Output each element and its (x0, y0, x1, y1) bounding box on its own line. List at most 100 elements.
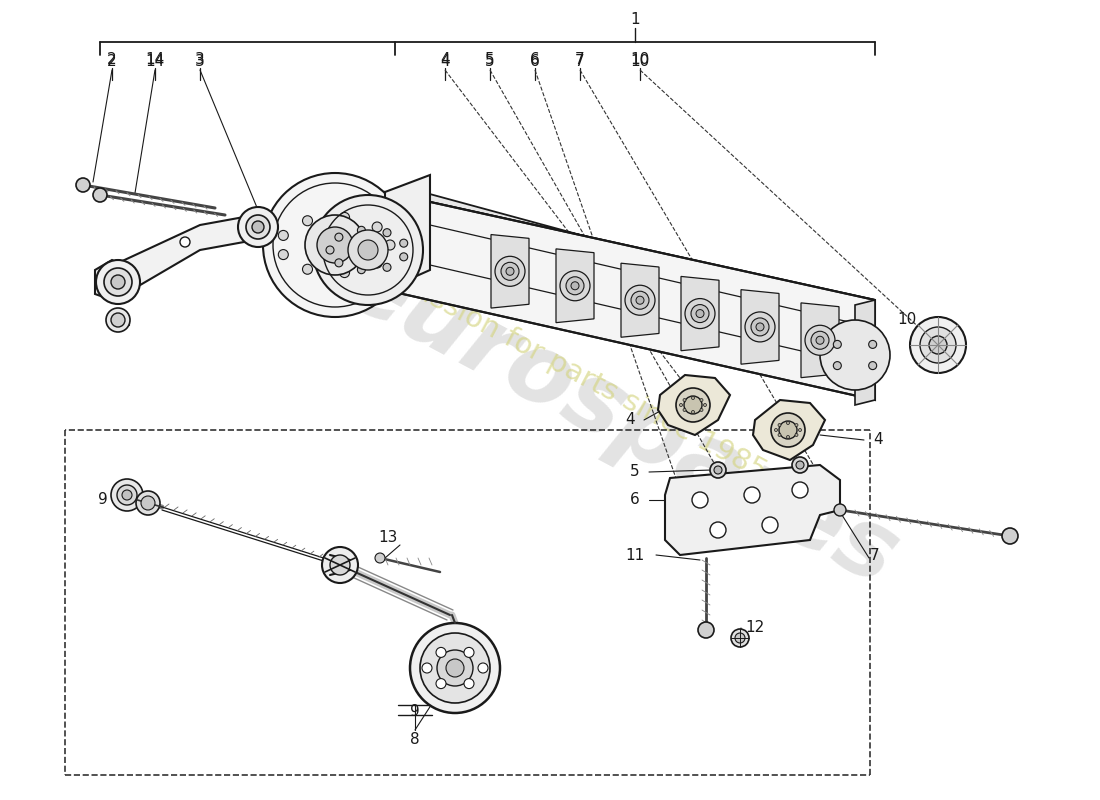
Text: 7: 7 (575, 54, 585, 70)
Circle shape (700, 409, 703, 411)
Text: 4: 4 (625, 413, 635, 427)
Circle shape (495, 256, 525, 286)
Polygon shape (754, 400, 825, 460)
Text: 6: 6 (630, 493, 640, 507)
Polygon shape (681, 277, 719, 350)
Circle shape (375, 553, 385, 563)
Polygon shape (385, 175, 430, 290)
Circle shape (372, 222, 382, 232)
Text: 8: 8 (410, 733, 420, 747)
Circle shape (811, 331, 829, 350)
Circle shape (799, 429, 802, 431)
Polygon shape (556, 249, 594, 322)
Circle shape (692, 397, 694, 399)
Polygon shape (491, 234, 529, 308)
Polygon shape (666, 465, 840, 555)
Circle shape (684, 396, 702, 414)
Circle shape (385, 240, 395, 250)
Circle shape (422, 663, 432, 673)
Circle shape (122, 490, 132, 500)
Circle shape (410, 623, 500, 713)
Circle shape (383, 229, 390, 237)
Circle shape (252, 221, 264, 233)
Circle shape (180, 237, 190, 247)
Circle shape (792, 457, 808, 473)
Polygon shape (658, 375, 730, 435)
Text: 9: 9 (410, 705, 420, 719)
Circle shape (625, 286, 654, 315)
Polygon shape (801, 303, 839, 378)
Circle shape (136, 491, 160, 515)
Circle shape (246, 215, 270, 239)
Circle shape (744, 487, 760, 503)
Text: 9: 9 (98, 493, 108, 507)
Text: 13: 13 (378, 530, 398, 546)
Polygon shape (385, 190, 874, 315)
Circle shape (464, 647, 474, 658)
Circle shape (762, 517, 778, 533)
Circle shape (305, 215, 365, 275)
Circle shape (263, 173, 407, 317)
Circle shape (700, 398, 703, 402)
Polygon shape (741, 290, 779, 364)
Circle shape (683, 398, 686, 402)
Circle shape (683, 409, 686, 411)
Circle shape (771, 413, 805, 447)
Circle shape (302, 216, 312, 226)
Circle shape (500, 262, 519, 280)
Circle shape (920, 327, 956, 363)
Text: 6: 6 (530, 54, 540, 70)
Circle shape (238, 207, 278, 247)
Circle shape (676, 388, 710, 422)
Circle shape (692, 410, 694, 414)
Text: 14: 14 (145, 53, 165, 67)
Circle shape (358, 240, 378, 260)
Circle shape (464, 678, 474, 689)
Circle shape (704, 403, 706, 406)
Text: 10: 10 (898, 313, 916, 327)
Circle shape (334, 233, 343, 241)
Circle shape (420, 633, 490, 703)
Circle shape (446, 659, 464, 677)
Circle shape (317, 227, 353, 263)
Circle shape (685, 298, 715, 329)
Text: eurospares: eurospares (327, 234, 913, 606)
Circle shape (710, 522, 726, 538)
Circle shape (786, 435, 790, 438)
Circle shape (698, 622, 714, 638)
Circle shape (560, 270, 590, 301)
Text: 2: 2 (107, 53, 117, 67)
Circle shape (399, 253, 408, 261)
Circle shape (141, 496, 155, 510)
Circle shape (94, 188, 107, 202)
Circle shape (745, 312, 776, 342)
Text: 12: 12 (746, 621, 764, 635)
Text: 2: 2 (107, 54, 117, 70)
Polygon shape (855, 300, 875, 405)
Circle shape (796, 461, 804, 469)
Circle shape (696, 310, 704, 318)
Text: 7: 7 (575, 53, 585, 67)
Circle shape (735, 633, 745, 643)
Circle shape (732, 629, 749, 647)
Circle shape (571, 282, 579, 290)
Polygon shape (95, 215, 260, 300)
Circle shape (805, 326, 835, 355)
Circle shape (636, 296, 644, 304)
Circle shape (1002, 528, 1018, 544)
Circle shape (76, 178, 90, 192)
Text: 5: 5 (485, 53, 495, 67)
Circle shape (436, 678, 446, 689)
Circle shape (680, 403, 682, 406)
Circle shape (302, 264, 312, 274)
Circle shape (111, 275, 125, 289)
Circle shape (106, 308, 130, 332)
Circle shape (111, 479, 143, 511)
Text: 4: 4 (873, 433, 883, 447)
Circle shape (478, 663, 488, 673)
Text: 10: 10 (630, 54, 650, 70)
Circle shape (756, 323, 764, 331)
Circle shape (340, 267, 350, 278)
Circle shape (786, 422, 790, 425)
Circle shape (348, 230, 388, 270)
